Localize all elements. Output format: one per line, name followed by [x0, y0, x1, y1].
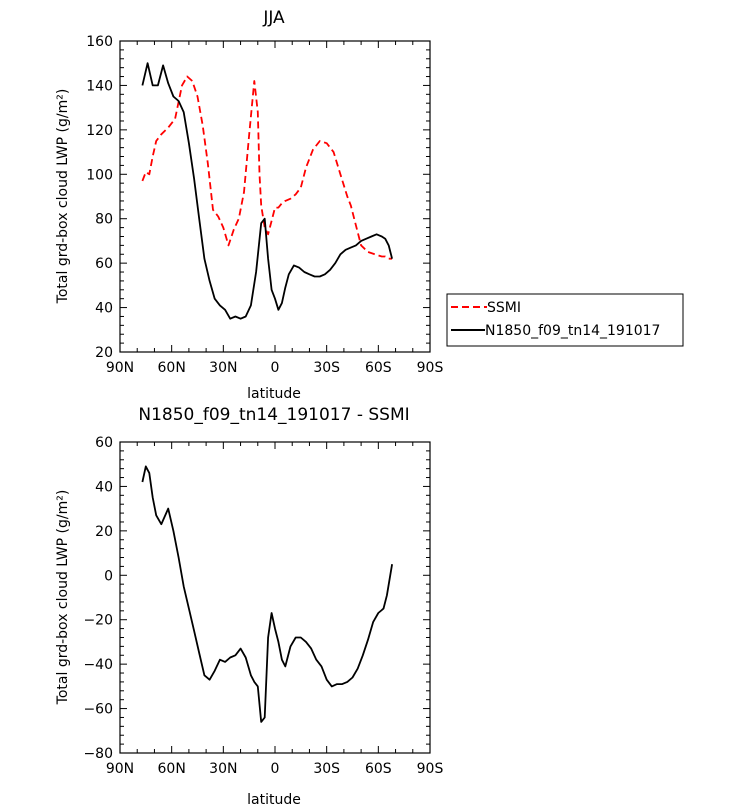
- bottom-plot-frame: [119, 441, 431, 754]
- top-xtick-label: 60S: [365, 360, 392, 376]
- top-xtick-label: 60N: [158, 360, 186, 376]
- chart-top-title: JJA: [262, 8, 285, 28]
- bottom-ytick-label: 60: [95, 435, 113, 451]
- bottom-xtick-label: 30N: [209, 761, 237, 777]
- bottom-ytick-label: −80: [83, 746, 113, 762]
- top-ytick-label: 20: [95, 345, 113, 361]
- chart-bottom-xlabel: latitude: [247, 792, 301, 808]
- top-ytick-label: 100: [86, 167, 113, 183]
- bottom-ytick-label: −60: [83, 702, 113, 718]
- bottom-xtick-label: 60S: [365, 761, 392, 777]
- bottom-series-line-0: [141, 465, 393, 723]
- chart-bottom-title: N1850_f09_tn14_191017 - SSMI: [138, 405, 409, 425]
- top-xtick-label: 0: [271, 360, 280, 376]
- chart-top: JJA Total grd-box cloud LWP (g/m²) latit…: [55, 8, 684, 402]
- top-xtick-label: 90N: [106, 360, 134, 376]
- chart-bottom-ylabel: Total grd-box cloud LWP (g/m²): [55, 490, 71, 706]
- legend-box: [446, 293, 684, 347]
- top-ytick-label: 60: [95, 256, 113, 272]
- legend-label-model: N1850_f09_tn14_191017: [485, 323, 660, 339]
- top-plot-frame: [119, 40, 431, 353]
- top-series-line-1: [141, 62, 393, 320]
- bottom-ytick-label: −20: [83, 613, 113, 629]
- top-xtick-label: 30N: [209, 360, 237, 376]
- top-series-line-0: [141, 75, 393, 260]
- top-ytick-label: 80: [95, 212, 113, 228]
- chart-top-legend: SSMI N1850_f09_tn14_191017: [446, 293, 684, 347]
- bottom-ytick-label: 20: [95, 524, 113, 540]
- chart-top-ylabel: Total grd-box cloud LWP (g/m²): [55, 89, 71, 305]
- bottom-xtick-label: 90S: [417, 761, 444, 777]
- bottom-ytick-label: 40: [95, 479, 113, 495]
- bottom-xtick-label: 90N: [106, 761, 134, 777]
- chart-bottom: N1850_f09_tn14_191017 - SSMI Total grd-b…: [55, 405, 443, 808]
- bottom-xtick-label: 60N: [158, 761, 186, 777]
- top-xtick-label: 90S: [417, 360, 444, 376]
- legend-label-ssmi: SSMI: [487, 300, 521, 316]
- top-xtick-label: 30S: [313, 360, 340, 376]
- top-ytick-label: 140: [86, 78, 113, 94]
- bottom-ytick-label: 0: [104, 568, 113, 584]
- chart-bottom-plot: 90N 60N 30N 0 30S 60S 90S −80 −60 −40 −20 0 20 40 60: [83, 435, 443, 777]
- bottom-ytick-label: −40: [83, 657, 113, 673]
- bottom-xtick-label: 0: [271, 761, 280, 777]
- top-ytick-label: 120: [86, 123, 113, 139]
- chart-top-xlabel: latitude: [247, 386, 301, 402]
- top-ytick-label: 40: [95, 301, 113, 317]
- top-ytick-label: 160: [86, 34, 113, 50]
- bottom-xtick-label: 30S: [313, 761, 340, 777]
- chart-top-plot: 90N 60N 30N 0 30S 60S 90S 20 40 60 80 100 120 140 160: [86, 34, 443, 376]
